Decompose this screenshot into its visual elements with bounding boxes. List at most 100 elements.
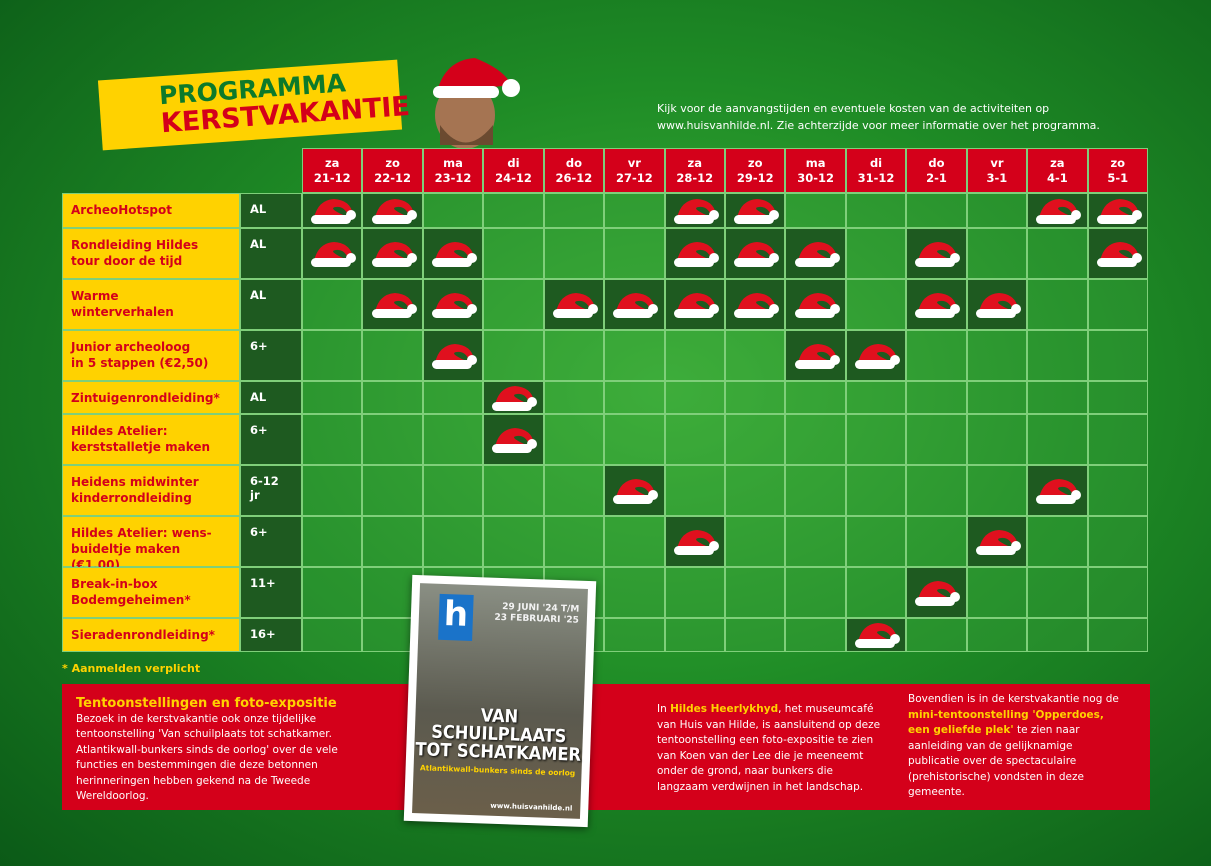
empty-cell [785,618,846,652]
activity-line: Hildes Atelier: [71,424,168,438]
day-name: di [507,156,520,170]
empty-cell [845,516,907,567]
day-date: 28-12 [676,171,714,185]
day-header: za 28-12 [664,148,725,193]
text: , het museumcafé van Huis van Hilde, is … [657,703,881,793]
empty-cell [785,193,846,228]
text: te zien naar aanleiding van de gelijknam… [908,724,1084,798]
empty-cell [422,193,484,228]
day-header: do 26-12 [543,148,605,193]
hat-cell [725,193,786,228]
activity-line: Heidens midwinter [71,475,199,489]
age: 6+ [240,330,302,381]
hat-cell [483,381,544,414]
activity-line: Warme [71,289,119,303]
empty-cell [785,516,846,567]
hat-cell [362,193,423,228]
day-date: 24-12 [495,171,532,185]
empty-cell [906,465,967,516]
empty-cell [966,193,1028,228]
empty-cell [664,567,725,618]
age: 6+ [240,414,302,465]
text: Bovendien is in de kerstvakantie nog de [908,693,1119,705]
empty-cell [1087,279,1148,330]
hat-cell [785,330,846,381]
empty-cell [483,516,544,567]
day-name: za [687,156,702,170]
empty-cell [483,465,544,516]
panel-left: Tentoonstellingen en foto-expositie Bezo… [76,696,346,805]
hat-cell [422,279,484,330]
age: AL [240,193,302,228]
day-date: 26-12 [555,171,593,185]
empty-cell [1087,618,1148,652]
panel-right: Bovendien is in de kerstvakantie nog de … [908,692,1123,801]
hat-cell [906,228,967,279]
empty-cell [302,516,363,567]
highlight: mini-tentoonstelling 'Opperdoes, een gel… [908,708,1104,737]
empty-cell [1027,414,1088,465]
activity-line: in 5 stappen (€2,50) [71,356,209,370]
activity-line: Sieradenrondleiding* [71,628,215,642]
activity: Rondleiding Hildes tour door de tijd [62,228,240,279]
empty-cell [845,228,907,279]
poster-subtitle: Atlantikwall-bunkers sinds de oorlog [419,763,576,778]
activity: Zintuigenrondleiding* [62,381,240,414]
activity: Junior archeoloog in 5 stappen (€2,50) [62,330,240,381]
empty-cell [604,567,665,618]
poster-dates: 29 JUNI '24 T/M 23 FEBRUARI '25 [494,602,579,627]
empty-cell [604,330,665,381]
empty-cell [966,465,1028,516]
hat-cell [302,228,363,279]
hat-cell [725,228,786,279]
day-header: ma 30-12 [785,148,846,193]
empty-cell [302,618,363,652]
empty-cell [604,618,665,652]
empty-cell [785,414,846,465]
empty-cell [906,414,967,465]
hat-cell [906,567,967,618]
empty-cell [845,381,907,414]
empty-cell [1087,465,1148,516]
hat-cell [302,193,363,228]
empty-cell [906,330,967,381]
day-name: zo [1110,156,1126,170]
empty-cell [664,330,725,381]
empty-cell [302,279,363,330]
day-name: vr [990,156,1004,170]
hat-cell [725,279,786,330]
empty-cell [302,567,363,618]
empty-cell [604,414,665,465]
hat-cell [422,330,484,381]
empty-cell [543,465,605,516]
empty-cell [302,330,363,381]
empty-cell [664,414,725,465]
day-name: ma [805,156,826,170]
empty-cell [845,414,907,465]
empty-cell [906,618,967,652]
empty-cell [1027,516,1088,567]
activity: Sieradenrondleiding* [62,618,240,652]
intro: Kijk voor de aanvangstijden en eventuele… [657,100,1100,134]
day-header: di 31-12 [845,148,907,193]
text: TOT SCHATKAMER [415,739,582,766]
empty-cell [664,465,725,516]
hat-cell [845,330,907,381]
hat-cell [785,279,846,330]
empty-cell [1087,381,1148,414]
activity-line: winterverhalen [71,305,174,319]
day-date: 5-1 [1107,171,1129,185]
day-name: zo [385,156,400,170]
empty-cell [422,465,484,516]
activity-line: kerststalletje maken [71,440,211,454]
empty-cell [725,618,786,652]
hat-cell [543,279,605,330]
empty-cell [362,516,423,567]
empty-cell [845,279,907,330]
empty-cell [302,465,363,516]
day-date: 23-12 [434,171,472,185]
empty-cell [362,330,423,381]
empty-cell [785,465,846,516]
hat-cell [1087,228,1148,279]
empty-cell [1087,516,1148,567]
